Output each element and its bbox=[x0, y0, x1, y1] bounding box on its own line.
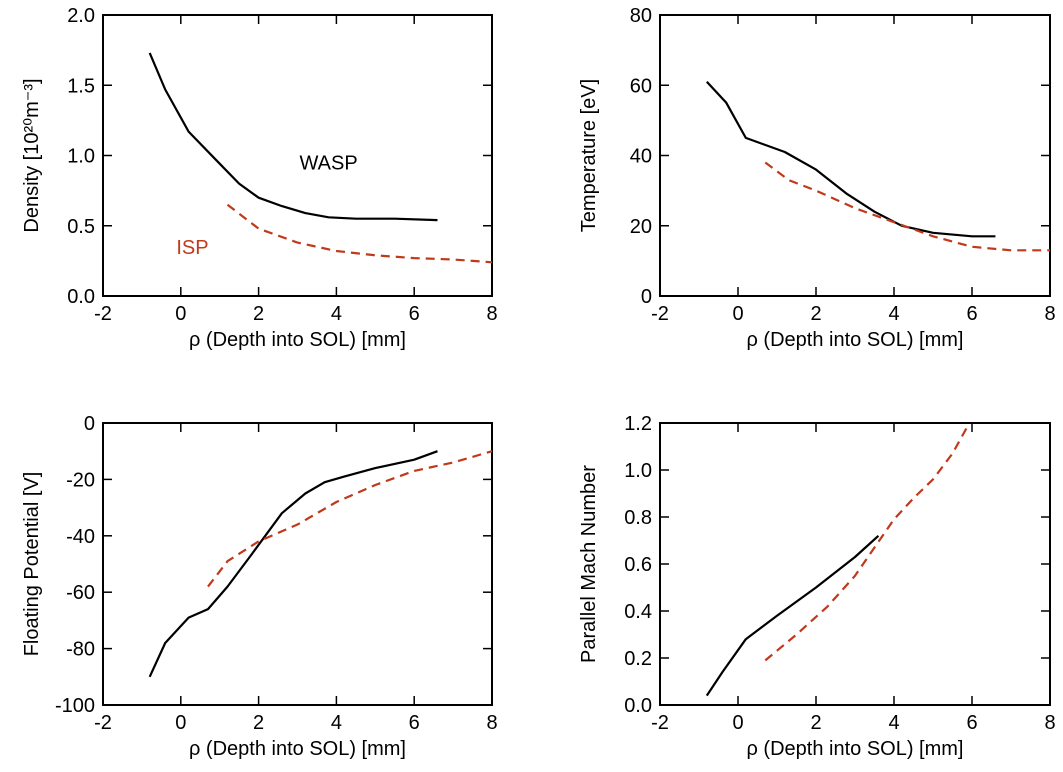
plot-frame bbox=[102, 422, 493, 706]
y-tick-label: 2.0 bbox=[67, 5, 95, 27]
plot-frame bbox=[102, 14, 493, 297]
x-tick-label: 6 bbox=[966, 712, 977, 734]
x-tick-label: 0 bbox=[732, 712, 743, 734]
wasp-series-line bbox=[705, 80, 996, 238]
x-tick-label: -2 bbox=[94, 712, 112, 734]
x-tick-label: 2 bbox=[810, 303, 821, 325]
x-tick-label: 8 bbox=[486, 303, 497, 325]
x-tick-label: 6 bbox=[409, 712, 420, 734]
y-tick-label: 0.2 bbox=[624, 648, 652, 670]
x-tick-label: -2 bbox=[94, 303, 112, 325]
annotation-wasp: WASP bbox=[300, 153, 358, 175]
y-tick-label: 0.4 bbox=[624, 601, 652, 623]
y-tick-label: 0.6 bbox=[624, 554, 652, 576]
y-tick-label: 1.0 bbox=[67, 146, 95, 168]
y-tick-label: -80 bbox=[66, 639, 95, 661]
x-axis-label: ρ (Depth into SOL) [mm] bbox=[189, 738, 406, 760]
y-tick-label: -20 bbox=[66, 469, 95, 491]
chart-panel-4: -2 0 2 4 6 8 0.0 0.2 0.4 0.6 0.8 1.0 1.2 ρ (Depth int… bbox=[578, 413, 1056, 760]
plot-frame bbox=[659, 14, 1051, 297]
y-axis-label: Density [10²⁰m⁻³] bbox=[21, 78, 43, 232]
x-tick-label: 2 bbox=[253, 303, 264, 325]
y-tick-label: 40 bbox=[630, 146, 652, 168]
y-tick-label: 0.5 bbox=[67, 216, 95, 238]
isp-series-line bbox=[226, 203, 493, 264]
y-tick-label: 80 bbox=[630, 5, 652, 27]
y-tick-label: -60 bbox=[66, 582, 95, 604]
isp-series-line bbox=[764, 424, 970, 662]
x-tick-label: 4 bbox=[331, 303, 342, 325]
x-axis-label: ρ (Depth into SOL) [mm] bbox=[747, 738, 964, 760]
y-tick-label: 1.2 bbox=[624, 413, 652, 435]
x-tick-label: 8 bbox=[1044, 303, 1055, 325]
y-tick-label: 0.0 bbox=[67, 286, 95, 308]
x-tick-label: 6 bbox=[409, 303, 420, 325]
chart-panel-1: -2 0 2 4 6 8 0.0 0.5 1.0 1.5 2.0 ρ (Depth into SOL)… bbox=[21, 5, 498, 351]
y-tick-label: 1.5 bbox=[67, 75, 95, 97]
y-tick-label: 0.8 bbox=[624, 507, 652, 529]
y-tick-label: 1.0 bbox=[624, 460, 652, 482]
annotation-isp: ISP bbox=[176, 237, 208, 259]
wasp-series-line bbox=[148, 52, 438, 222]
x-tick-label: 0 bbox=[732, 303, 743, 325]
y-tick-label: 60 bbox=[630, 75, 652, 97]
x-axis-label: ρ (Depth into SOL) [mm] bbox=[189, 329, 406, 351]
x-tick-label: 8 bbox=[486, 712, 497, 734]
y-axis-label: Temperature [eV] bbox=[578, 79, 600, 232]
x-tick-label: 0 bbox=[175, 712, 186, 734]
isp-series-line bbox=[764, 161, 1050, 252]
isp-series-line bbox=[207, 450, 493, 588]
y-axis-label: Parallel Mach Number bbox=[578, 465, 600, 663]
x-axis-label: ρ (Depth into SOL) [mm] bbox=[747, 329, 964, 351]
y-axis-label: Floating Potential [V] bbox=[21, 472, 43, 657]
x-tick-label: 6 bbox=[966, 303, 977, 325]
x-tick-label: 2 bbox=[253, 712, 264, 734]
x-tick-label: 4 bbox=[888, 303, 899, 325]
x-tick-label: -2 bbox=[651, 712, 669, 734]
y-tick-label: 0 bbox=[84, 413, 95, 435]
x-tick-label: 4 bbox=[888, 712, 899, 734]
wasp-series-line bbox=[705, 534, 880, 697]
plot-frame bbox=[659, 422, 1051, 706]
y-tick-label: -40 bbox=[66, 526, 95, 548]
y-tick-label: 20 bbox=[630, 216, 652, 238]
wasp-series-line bbox=[148, 450, 438, 678]
y-tick-label: -100 bbox=[55, 695, 95, 717]
x-tick-label: 2 bbox=[810, 712, 821, 734]
y-tick-label: 0 bbox=[641, 286, 652, 308]
x-tick-label: 0 bbox=[175, 303, 186, 325]
x-tick-label: 4 bbox=[331, 712, 342, 734]
x-tick-label: -2 bbox=[651, 303, 669, 325]
x-tick-label: 8 bbox=[1044, 712, 1055, 734]
y-tick-label: 0.0 bbox=[624, 695, 652, 717]
